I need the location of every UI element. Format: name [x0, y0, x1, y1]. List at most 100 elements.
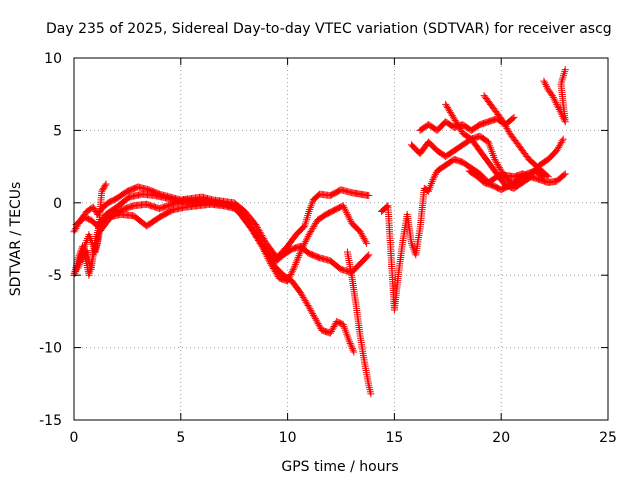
- data-point: [267, 256, 275, 264]
- data-point: [349, 346, 357, 354]
- data-point: [346, 216, 354, 224]
- data-point: [261, 246, 269, 254]
- x-tick-label: 0: [70, 430, 79, 446]
- y-tick-label: 10: [44, 51, 62, 67]
- data-point: [343, 210, 351, 218]
- data-point: [311, 315, 319, 323]
- data-point: [301, 239, 309, 247]
- data-point: [365, 251, 373, 259]
- data-point: [329, 324, 337, 332]
- y-tick-label: -10: [39, 341, 62, 357]
- data-point: [503, 124, 511, 132]
- data-point: [555, 143, 563, 151]
- data-point: [494, 162, 502, 170]
- data-point: [346, 339, 354, 347]
- data-point: [292, 259, 300, 267]
- data-point: [90, 205, 98, 213]
- data-point: [555, 142, 563, 150]
- data-point: [254, 234, 262, 242]
- data-point: [340, 203, 348, 211]
- data-point: [315, 321, 323, 329]
- data-point: [260, 242, 268, 250]
- data-point: [269, 259, 277, 267]
- x-tick-label: 25: [599, 430, 617, 446]
- data-point: [310, 313, 318, 321]
- data-point: [341, 205, 349, 213]
- data-point: [527, 173, 535, 181]
- data-point: [89, 203, 97, 211]
- data-point: [500, 119, 508, 127]
- data-point: [542, 82, 550, 90]
- y-tick-label: -5: [48, 268, 62, 284]
- data-point: [291, 260, 299, 268]
- data-point: [295, 252, 303, 260]
- data-point: [431, 170, 439, 178]
- data-point: [300, 223, 308, 231]
- data-point: [309, 310, 317, 318]
- data-point: [554, 104, 562, 112]
- y-tick-label: 0: [53, 196, 62, 212]
- data-point: [290, 264, 298, 272]
- series-track-e: [343, 248, 375, 398]
- data-point: [544, 173, 552, 181]
- data-point: [316, 323, 324, 331]
- data-point: [559, 135, 567, 143]
- data-point: [347, 341, 355, 349]
- data-point: [304, 232, 312, 240]
- data-point: [265, 252, 273, 260]
- data-point: [540, 77, 548, 85]
- data-point: [561, 170, 569, 178]
- data-point: [502, 123, 510, 131]
- x-tick-label: 15: [385, 430, 403, 446]
- series-track-j: [442, 100, 535, 192]
- data-point: [495, 164, 503, 172]
- data-point: [330, 323, 338, 331]
- data-point: [291, 262, 299, 270]
- data-point: [363, 239, 371, 247]
- data-point: [302, 238, 310, 246]
- data-point: [98, 187, 106, 195]
- data-point: [246, 221, 254, 229]
- data-point: [550, 95, 558, 103]
- data-point: [509, 114, 517, 122]
- data-point: [252, 229, 260, 237]
- data-point: [247, 222, 255, 230]
- data-point: [561, 66, 569, 74]
- series-track-m: [540, 66, 569, 126]
- data-point: [553, 100, 561, 108]
- data-point: [268, 258, 276, 266]
- data-point: [350, 348, 358, 356]
- data-point: [357, 229, 365, 237]
- plot-frame: [73, 57, 609, 421]
- data-point: [261, 244, 269, 252]
- data-point: [554, 145, 562, 153]
- data-point: [346, 338, 354, 346]
- axis-ticks: 0 5 10 15 20 25 -15 -10 -5 0 5 10: [39, 51, 617, 446]
- data-point: [255, 235, 263, 243]
- data-point: [360, 234, 368, 242]
- data-point: [257, 238, 265, 246]
- data-point: [314, 320, 322, 328]
- series-track-f: [70, 180, 110, 279]
- data-point: [99, 184, 107, 192]
- data-point: [553, 147, 561, 155]
- data-point: [259, 241, 267, 249]
- data-point: [302, 236, 310, 244]
- data-point: [358, 231, 366, 239]
- data-point: [307, 306, 315, 314]
- data-point: [510, 113, 518, 121]
- data-point: [303, 234, 311, 242]
- data-point: [288, 269, 296, 277]
- data-point: [267, 255, 275, 263]
- data-point: [328, 326, 336, 334]
- data-point: [256, 236, 264, 244]
- data-point: [552, 99, 560, 107]
- data-point: [504, 126, 512, 134]
- data-point: [429, 176, 437, 184]
- data-point: [288, 267, 296, 275]
- data-point: [499, 118, 507, 126]
- data-point: [361, 236, 369, 244]
- data-point: [359, 233, 367, 241]
- data-point: [556, 140, 564, 148]
